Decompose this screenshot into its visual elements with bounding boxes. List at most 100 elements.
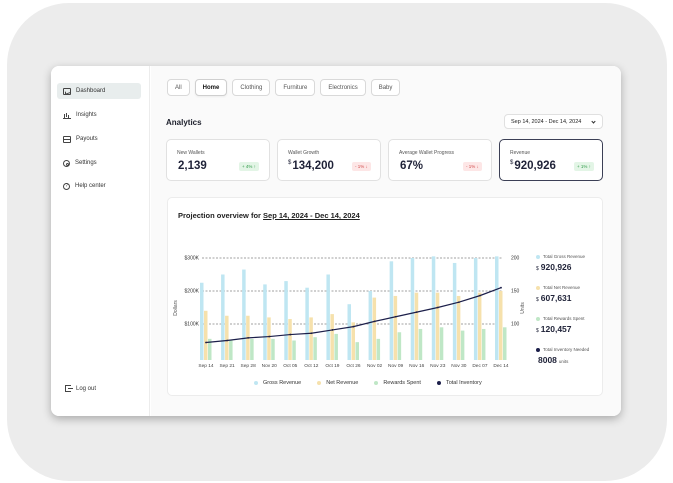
stat-label: Wallet Growth bbox=[288, 150, 320, 156]
net-revenue-bar bbox=[267, 317, 271, 360]
tab-baby[interactable]: Baby bbox=[370, 79, 401, 96]
tab-all[interactable]: All bbox=[167, 79, 190, 96]
gross-revenue-bar bbox=[347, 304, 351, 360]
x-tick-label: Sep 14 bbox=[198, 363, 214, 369]
tab-clothing[interactable]: Clothing bbox=[232, 79, 271, 96]
date-range-value: Sep 14, 2024 - Dec 14, 2024 bbox=[511, 118, 582, 125]
net-revenue-bar bbox=[225, 315, 229, 360]
tab-home[interactable]: Home bbox=[194, 79, 228, 96]
bar-chart-icon bbox=[63, 112, 71, 119]
tab-furniture[interactable]: Furniture bbox=[275, 79, 316, 96]
sidebar-item-settings[interactable]: Settings bbox=[57, 155, 141, 171]
payouts-icon bbox=[63, 135, 71, 143]
total-inventory-point bbox=[352, 325, 355, 328]
sidebar-item-dashboard[interactable]: Dashboard bbox=[57, 83, 141, 99]
dashboard-icon bbox=[63, 87, 71, 95]
x-tick-label: Dec 14 bbox=[493, 363, 509, 369]
net-revenue-bar bbox=[372, 297, 377, 360]
summary-rewards-spent: Total Rewards Spent $120,457 bbox=[536, 316, 585, 334]
gross-revenue-bar bbox=[368, 291, 373, 360]
legend-net-revenue[interactable]: Net Revenue bbox=[317, 380, 358, 386]
date-range-select[interactable]: Sep 14, 2024 - Dec 14, 2024 bbox=[504, 114, 603, 129]
tab-electronics[interactable]: Electronics bbox=[320, 79, 366, 96]
rewards-spent-bar bbox=[334, 333, 338, 360]
y2-tick-label: 200 bbox=[511, 256, 520, 262]
x-tick-label: Oct 19 bbox=[325, 363, 339, 369]
rewards-spent-bar bbox=[208, 338, 212, 360]
total-inventory-point bbox=[247, 336, 250, 339]
total-inventory-point bbox=[479, 294, 481, 297]
y-tick-label: $200K bbox=[185, 289, 200, 295]
category-tabs: All Home Clothing Furniture Electronics … bbox=[167, 79, 401, 96]
summary-gross-revenue: Total Gross Revenue $920,926 bbox=[536, 254, 586, 272]
legend-total-inventory[interactable]: Total Inventory bbox=[436, 380, 482, 386]
y2-axis-label: Units bbox=[520, 302, 526, 314]
logout-label: Log out bbox=[76, 385, 97, 392]
net-revenue-bar bbox=[456, 295, 461, 360]
chart-title: Projection overview for Sep 14, 2024 - D… bbox=[178, 211, 360, 220]
sidebar-item-insights[interactable]: Insights bbox=[57, 107, 141, 123]
sidebar-item-label: Dashboard bbox=[76, 88, 106, 94]
sidebar-item-help-center[interactable]: ? Help center bbox=[57, 178, 141, 194]
projection-chart-card: Projection overview for Sep 14, 2024 - D… bbox=[167, 197, 603, 396]
sidebar-item-label: Help center bbox=[75, 183, 106, 189]
net-revenue-dot bbox=[536, 285, 540, 290]
rewards-spent-bar bbox=[503, 327, 507, 360]
summary-net-revenue: Total Net Revenue $607,631 bbox=[536, 285, 581, 303]
x-tick-label: Nov 30 bbox=[451, 363, 467, 369]
net-revenue-bar bbox=[477, 292, 482, 360]
chevron-down-icon bbox=[591, 119, 596, 124]
net-revenue-bar bbox=[288, 319, 292, 360]
stat-change-badge: + 1% ↑ bbox=[574, 162, 594, 171]
stat-change-badge: - 1% ↓ bbox=[463, 162, 482, 171]
rewards-spent-bar bbox=[397, 332, 402, 360]
y2-tick-label: 100 bbox=[511, 322, 520, 328]
chart-legend: Gross Revenue Net Revenue Rewards Spent … bbox=[254, 380, 482, 386]
stat-value: $920,926 bbox=[510, 160, 556, 172]
gross-revenue-bar bbox=[242, 269, 246, 360]
inventory-dot bbox=[536, 347, 540, 352]
total-inventory-point bbox=[331, 329, 334, 331]
x-tick-label: Dec 07 bbox=[472, 363, 488, 369]
x-tick-label: Oct 05 bbox=[283, 363, 297, 369]
legend-gross-revenue[interactable]: Gross Revenue bbox=[254, 380, 301, 386]
gross-revenue-bar bbox=[452, 262, 457, 360]
logout-icon bbox=[65, 385, 73, 392]
gross-revenue-bar bbox=[263, 284, 267, 360]
total-inventory-point bbox=[457, 301, 460, 304]
x-tick-label: Nov 20 bbox=[262, 363, 278, 369]
legend-rewards-spent[interactable]: Rewards Spent bbox=[374, 380, 421, 386]
sidebar-item-label: Payouts bbox=[76, 136, 98, 142]
app-window: Dashboard Insights Payouts Settings ? He… bbox=[51, 66, 621, 416]
stat-card-revenue[interactable]: Revenue $920,926 + 1% ↑ bbox=[499, 139, 603, 181]
gross-revenue-bar bbox=[221, 274, 225, 360]
stat-card-average-wallet-progress[interactable]: Average Wallet Progress 67% - 1% ↓ bbox=[388, 139, 492, 181]
sidebar-item-label: Insights bbox=[76, 112, 97, 118]
x-tick-label: Nov 16 bbox=[409, 363, 425, 369]
page-title: Analytics bbox=[166, 118, 202, 127]
gross-revenue-bar bbox=[410, 258, 415, 360]
x-tick-label: Nov 23 bbox=[430, 363, 446, 369]
net-revenue-bar bbox=[330, 314, 334, 360]
rewards-spent-bar bbox=[250, 338, 254, 360]
stat-label: Average Wallet Progress bbox=[399, 150, 455, 156]
gross-revenue-bar bbox=[200, 282, 204, 360]
gross-revenue-dot bbox=[536, 254, 540, 259]
gear-icon bbox=[63, 159, 70, 167]
stat-card-new-wallets[interactable]: New Wallets 2,139 + 4% ↑ bbox=[166, 139, 270, 181]
total-inventory-point bbox=[415, 311, 418, 314]
logout-button[interactable]: Log out bbox=[65, 385, 96, 392]
y-axis-label: Dollars bbox=[173, 300, 179, 316]
x-tick-label: Oct 26 bbox=[346, 363, 360, 369]
net-revenue-bar bbox=[414, 292, 419, 360]
stat-card-wallet-growth[interactable]: Wallet Growth $134,200 - 1% ↓ bbox=[277, 139, 381, 181]
stat-label: New Wallets bbox=[177, 150, 205, 156]
total-inventory-point bbox=[394, 315, 397, 318]
x-tick-label: Sep 21 bbox=[219, 363, 235, 369]
gross-revenue-bar bbox=[305, 287, 309, 360]
sidebar-item-payouts[interactable]: Payouts bbox=[57, 131, 141, 147]
gross-revenue-bar bbox=[389, 261, 394, 360]
help-icon: ? bbox=[63, 182, 70, 190]
rewards-spent-bar bbox=[460, 330, 465, 360]
x-tick-label: Nov 02 bbox=[367, 363, 383, 369]
